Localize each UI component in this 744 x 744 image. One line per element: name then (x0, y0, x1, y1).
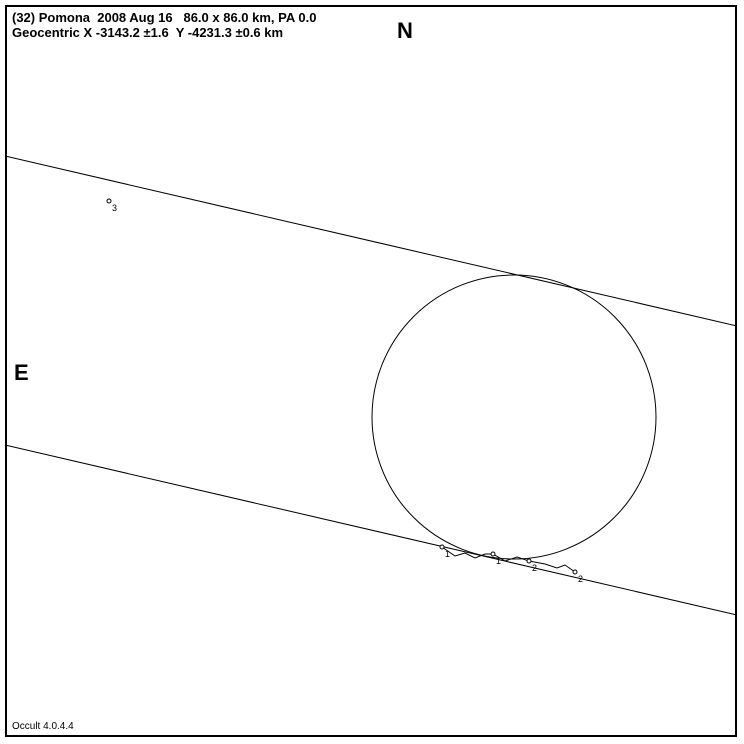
chord-point (491, 552, 495, 556)
chord-point-label: 1 (445, 549, 450, 559)
shadow-path-line (5, 156, 737, 326)
east-label: E (14, 360, 29, 386)
version-label: Occult 4.0.4.4 (12, 721, 74, 732)
shadow-path-line (5, 445, 737, 615)
chord-point (107, 199, 111, 203)
title-line-1: (32) Pomona 2008 Aug 16 86.0 x 86.0 km, … (12, 10, 316, 25)
chord-point-label: 2 (578, 574, 583, 584)
occultation-plot: 3 1 1 2 2 (5, 5, 737, 737)
chord-point-label: 1 (496, 556, 501, 566)
title-line-2: Geocentric X -3143.2 ±1.6 Y -4231.3 ±0.6… (12, 25, 283, 40)
chord-point-label: 3 (112, 203, 117, 213)
asteroid-outline (372, 275, 656, 559)
chord-point (440, 545, 444, 549)
chord-point (573, 570, 577, 574)
chord-point-label: 2 (532, 563, 537, 573)
chord-point (527, 559, 531, 563)
north-label: N (397, 18, 413, 44)
